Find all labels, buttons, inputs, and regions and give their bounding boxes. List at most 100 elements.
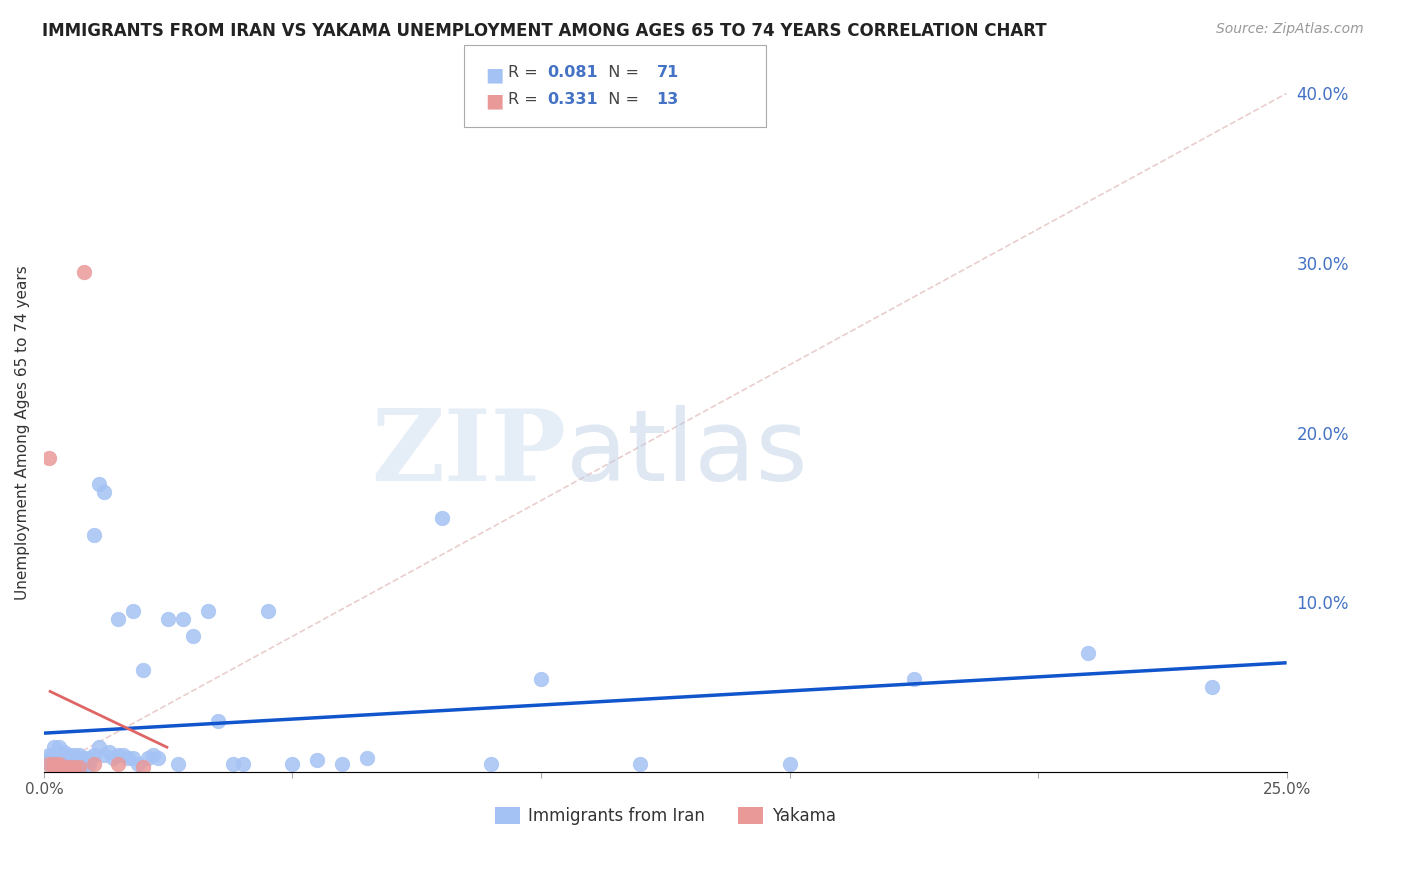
Point [62, 748, 84, 763]
Point [132, 663, 155, 677]
Point [307, 753, 329, 767]
Text: Source: ZipAtlas.com: Source: ZipAtlas.com [1216, 22, 1364, 37]
Point [42, 756, 65, 771]
Point [83, 748, 105, 763]
Point [48, 760, 70, 774]
Point [1201, 680, 1223, 694]
Point [58, 760, 80, 774]
Text: atlas: atlas [565, 405, 807, 501]
Point [107, 748, 129, 763]
Text: IMMIGRANTS FROM IRAN VS YAKAMA UNEMPLOYMENT AMONG AGES 65 TO 74 YEARS CORRELATIO: IMMIGRANTS FROM IRAN VS YAKAMA UNEMPLOYM… [42, 22, 1047, 40]
Point [112, 748, 135, 763]
Point [52, 745, 75, 759]
Point [330, 756, 353, 771]
Text: ZIP: ZIP [371, 405, 565, 501]
Point [52, 756, 75, 771]
Point [38, 751, 60, 765]
Point [67, 748, 90, 763]
Y-axis label: Unemployment Among Ages 65 to 74 years: Unemployment Among Ages 65 to 74 years [15, 265, 30, 600]
Point [1077, 646, 1099, 660]
Point [122, 751, 145, 765]
Point [136, 751, 159, 765]
Point [197, 604, 219, 618]
Text: N =: N = [598, 65, 644, 80]
Point [62, 760, 84, 774]
Point [93, 485, 115, 500]
Text: R =: R = [508, 65, 543, 80]
Point [62, 753, 84, 767]
Point [52, 760, 75, 774]
Point [52, 760, 75, 774]
Point [167, 756, 190, 771]
Text: 71: 71 [657, 65, 679, 80]
Point [142, 748, 165, 763]
Point [42, 748, 65, 763]
Point [42, 753, 65, 767]
Point [181, 629, 204, 643]
Point [87, 739, 110, 754]
Point [38, 756, 60, 771]
Point [122, 604, 145, 618]
Point [479, 756, 502, 771]
Point [67, 760, 90, 774]
Text: 0.081: 0.081 [547, 65, 598, 80]
Point [107, 756, 129, 771]
Point [72, 751, 94, 765]
Point [222, 756, 245, 771]
Point [256, 604, 278, 618]
Point [48, 739, 70, 754]
Point [38, 756, 60, 771]
Point [127, 756, 149, 771]
Point [103, 751, 125, 765]
Point [42, 760, 65, 774]
Text: 0.331: 0.331 [547, 92, 598, 107]
Point [42, 760, 65, 774]
Text: N =: N = [598, 92, 644, 107]
Point [38, 451, 60, 466]
Point [48, 756, 70, 771]
Point [628, 756, 651, 771]
Point [107, 612, 129, 626]
Point [157, 612, 180, 626]
Point [430, 510, 453, 524]
Point [779, 756, 801, 771]
Point [58, 756, 80, 771]
Point [207, 714, 229, 728]
Point [42, 756, 65, 771]
Point [97, 745, 120, 759]
Point [48, 748, 70, 763]
Point [93, 748, 115, 763]
Point [87, 476, 110, 491]
Point [58, 760, 80, 774]
Point [48, 756, 70, 771]
Point [58, 753, 80, 767]
Point [356, 751, 378, 765]
Text: ■: ■ [485, 65, 503, 84]
Point [67, 760, 90, 774]
Point [903, 672, 925, 686]
Point [58, 748, 80, 763]
Point [172, 612, 194, 626]
Point [38, 748, 60, 763]
Point [72, 264, 94, 278]
Point [62, 756, 84, 771]
Point [232, 756, 254, 771]
Point [281, 756, 304, 771]
Point [117, 751, 139, 765]
Point [48, 753, 70, 767]
Point [77, 756, 100, 771]
Text: 13: 13 [657, 92, 679, 107]
Point [77, 751, 100, 765]
Text: R =: R = [508, 92, 543, 107]
Text: ■: ■ [485, 92, 503, 111]
Point [132, 760, 155, 774]
Point [83, 527, 105, 541]
Point [148, 751, 170, 765]
Point [52, 753, 75, 767]
Legend: Immigrants from Iran, Yakama: Immigrants from Iran, Yakama [488, 800, 842, 831]
Point [530, 672, 553, 686]
Point [42, 739, 65, 754]
Point [83, 756, 105, 771]
Point [72, 756, 94, 771]
Point [67, 753, 90, 767]
